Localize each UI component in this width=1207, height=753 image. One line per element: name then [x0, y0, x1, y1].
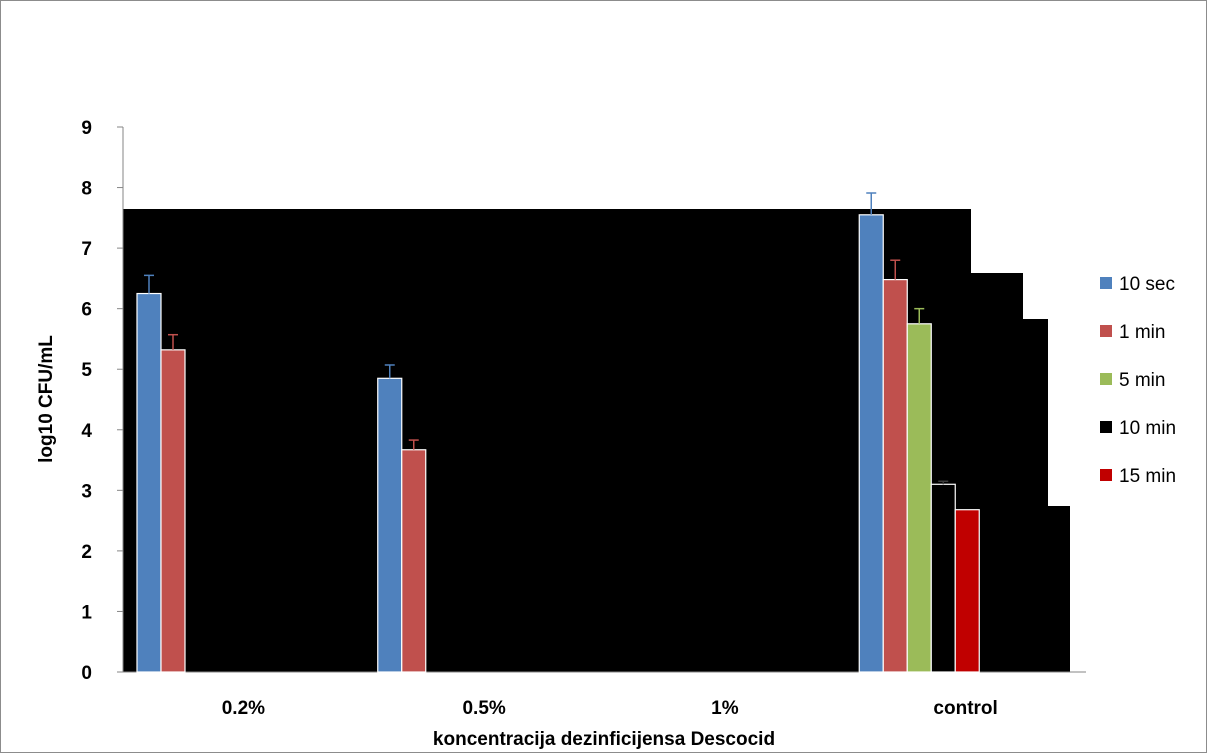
- legend-swatch: [1100, 469, 1112, 481]
- legend-label: 15 min: [1119, 466, 1176, 487]
- legend-label: 1 min: [1119, 322, 1165, 343]
- x-axis-title: koncentracija dezinficijensa Descocid: [433, 729, 775, 750]
- bar: [930, 483, 956, 673]
- y-tick-label: 9: [81, 118, 92, 139]
- artifact-shape: [123, 209, 1070, 672]
- x-tick-label: control: [933, 698, 997, 719]
- x-tick-label: 1%: [711, 698, 739, 719]
- legend-label: 10 sec: [1119, 274, 1175, 295]
- legend: 10 sec 1 min 5 min 10 min 15 min: [1100, 274, 1176, 487]
- y-tick-label: 0: [81, 663, 92, 684]
- bars: [136, 214, 980, 673]
- bar: [377, 377, 403, 673]
- y-tick-label: 3: [81, 481, 92, 502]
- bar: [954, 509, 980, 673]
- legend-swatch: [1100, 277, 1112, 289]
- bar: [136, 292, 162, 673]
- y-axis: 0 1 2 3 4 5 6 7 8 9: [81, 118, 124, 684]
- y-tick-label: 4: [81, 421, 92, 442]
- legend-swatch: [1100, 373, 1112, 385]
- bar: [858, 214, 884, 673]
- x-tick-label: 0.2%: [222, 698, 265, 719]
- y-tick-label: 2: [81, 542, 92, 563]
- x-tick-label: 0.5%: [462, 698, 505, 719]
- bar: [906, 323, 932, 673]
- black-background-artifact: [123, 209, 1070, 672]
- legend-label: 5 min: [1119, 370, 1165, 391]
- y-tick-label: 8: [81, 179, 92, 200]
- error-bars: [144, 192, 949, 485]
- legend-swatch: [1100, 325, 1112, 337]
- y-axis-title: log10 CFU/mL: [36, 335, 57, 463]
- legend-swatch: [1100, 421, 1112, 433]
- bar: [160, 349, 186, 673]
- legend-label: 10 min: [1119, 418, 1176, 439]
- y-tick-label: 5: [81, 360, 92, 381]
- bar: [882, 279, 908, 673]
- x-axis: 0.2% 0.5% 1% control: [123, 671, 1086, 719]
- y-tick-label: 6: [81, 300, 92, 321]
- bar: [401, 449, 427, 673]
- y-tick-label: 1: [81, 602, 92, 623]
- y-tick-label: 7: [81, 239, 92, 260]
